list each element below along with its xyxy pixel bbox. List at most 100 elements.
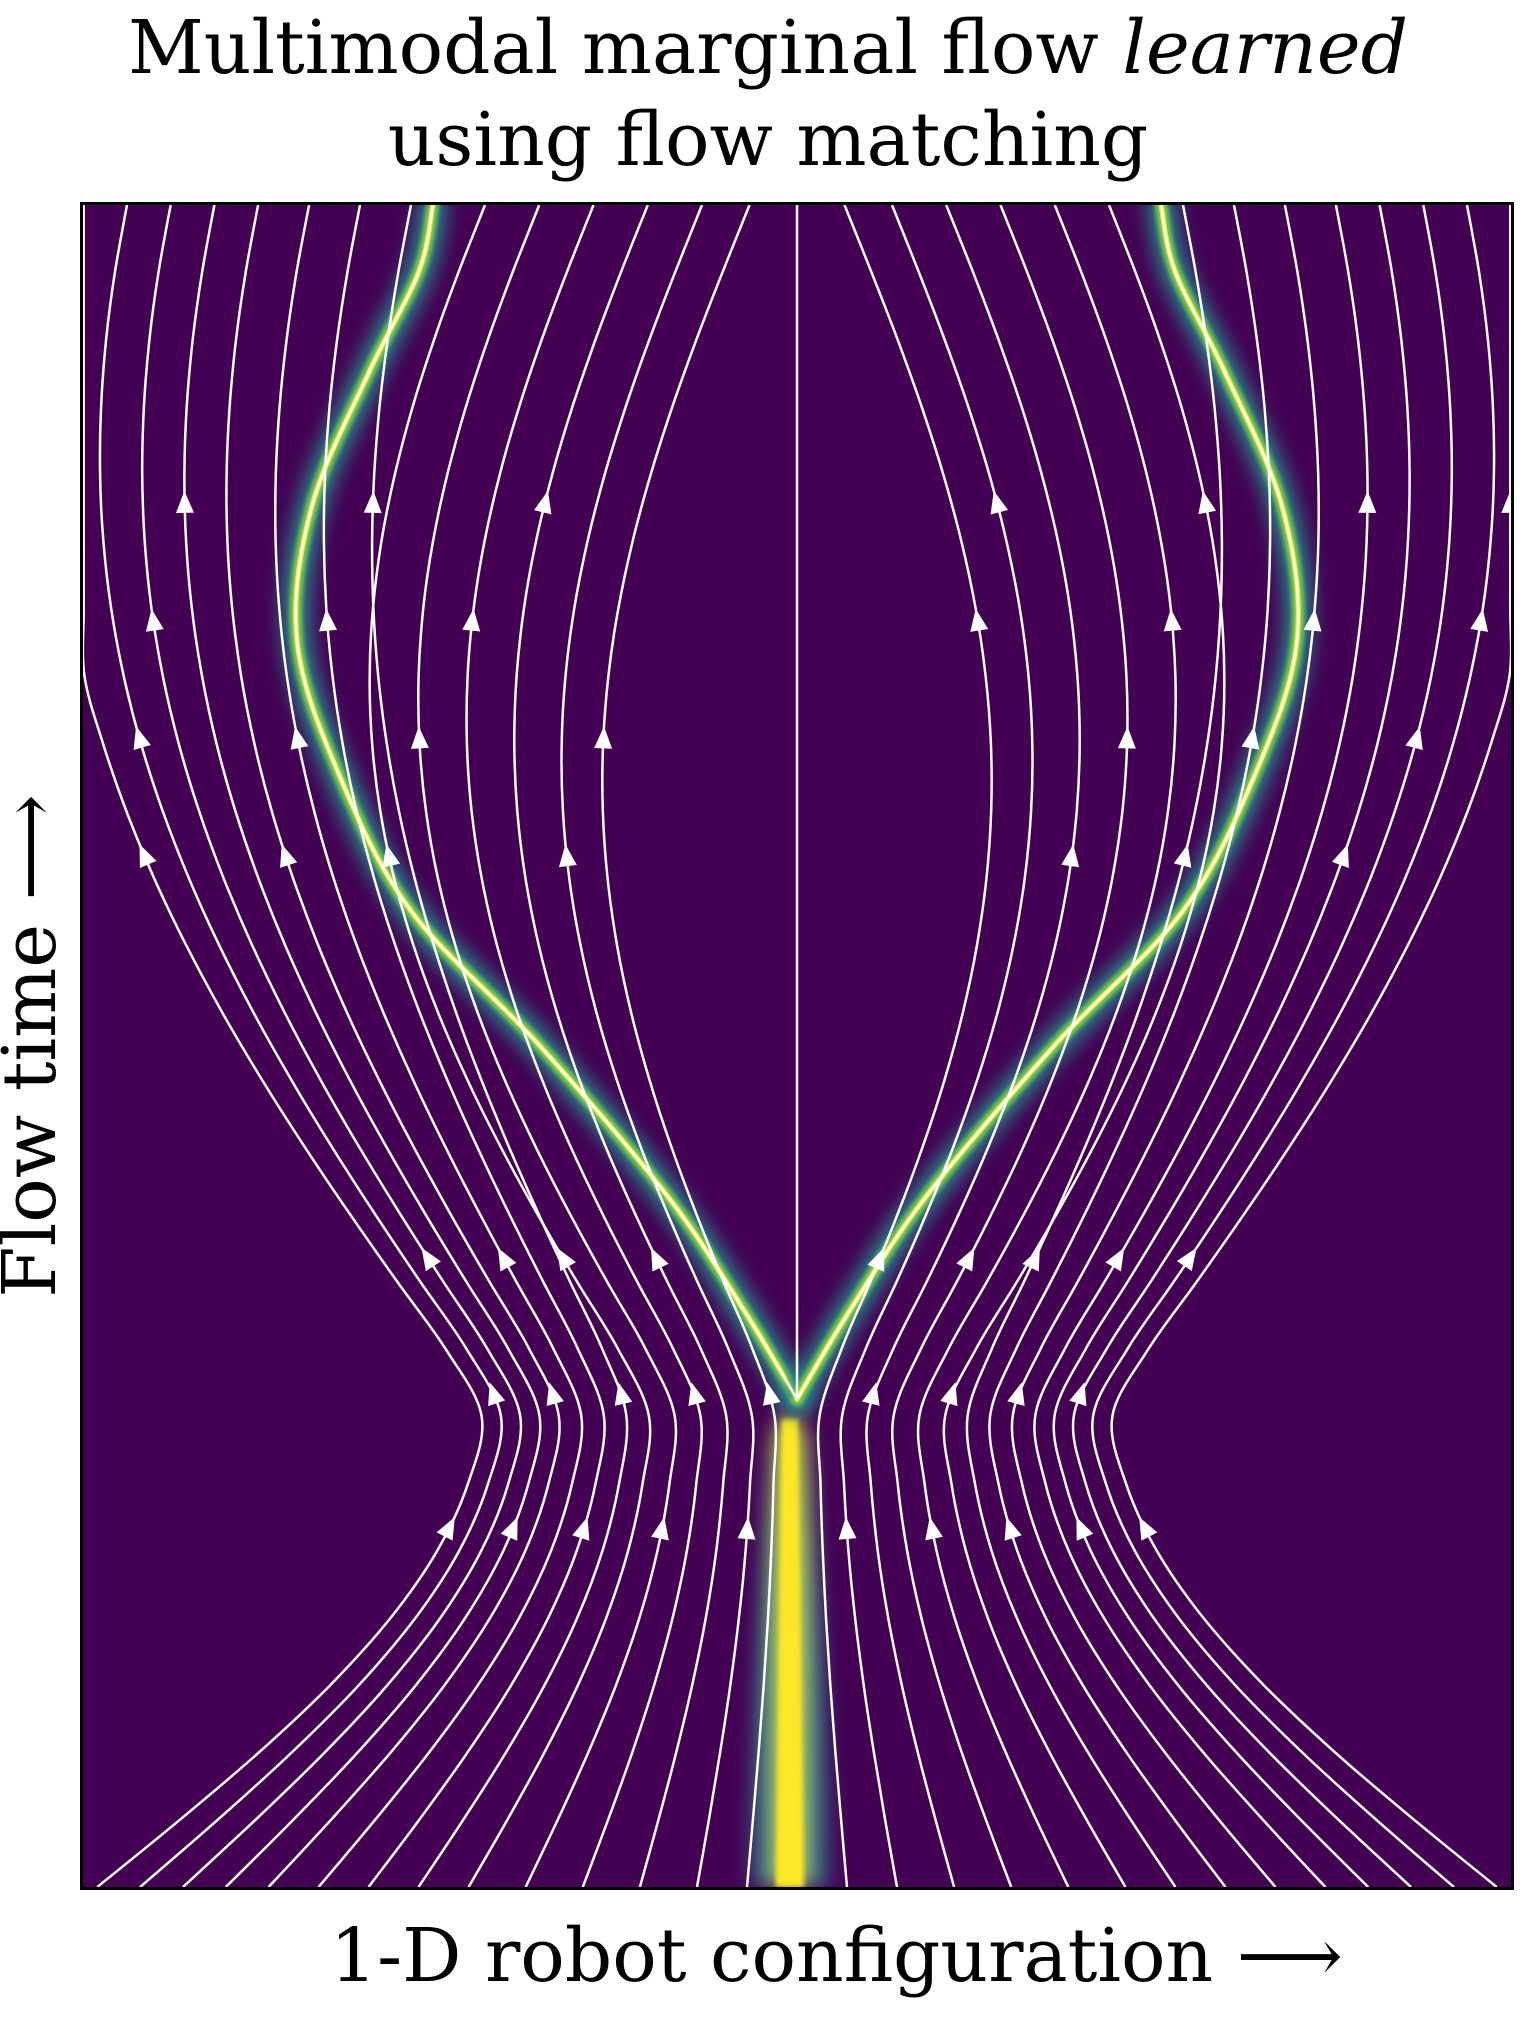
- y-axis-arrow: ⟶: [0, 794, 73, 900]
- streamline-arrow: [1004, 1517, 1022, 1541]
- streamline-arrow: [990, 490, 1009, 515]
- streamline-arrow: [838, 1517, 857, 1540]
- streamline-arrow: [436, 1517, 455, 1541]
- streamline-arrow: [572, 1517, 590, 1541]
- y-axis-label-text: Flow time: [0, 923, 73, 1298]
- streamline-arrow: [1173, 844, 1192, 868]
- streamline-arrow: [556, 1247, 576, 1272]
- streamline: [891, 205, 1129, 1887]
- streamline: [1052, 205, 1411, 1887]
- streamline-arrow: [133, 726, 151, 751]
- streamline-arrow: [462, 608, 481, 632]
- streamplot-svg: [83, 205, 1511, 1887]
- streamline-arrow: [558, 844, 577, 868]
- streamline: [417, 205, 678, 1887]
- streamline: [916, 205, 1177, 1887]
- streamline-arrow: [500, 1517, 518, 1541]
- streamline-arrow: [488, 1382, 506, 1407]
- streamline: [942, 205, 1226, 1887]
- streamline-arrow: [546, 1382, 564, 1407]
- streamline-arrow: [1022, 1247, 1040, 1272]
- streamline-arrow: [1069, 1382, 1087, 1407]
- y-axis-label: Flow time ⟶: [0, 794, 73, 1297]
- streamline-arrow: [737, 1517, 756, 1540]
- streamline-arrow: [1117, 726, 1136, 749]
- streamline-arrow: [1176, 1247, 1197, 1272]
- streamline: [140, 205, 523, 1887]
- streamline: [370, 205, 629, 1887]
- streamline-arrow: [145, 608, 164, 632]
- streamline-arrow: [363, 490, 382, 514]
- streamline-arrow: [1303, 608, 1322, 632]
- streamline: [1091, 205, 1496, 1887]
- streamline: [183, 205, 542, 1887]
- streamline-arrow: [614, 1382, 633, 1406]
- streamline-arrow: [139, 844, 157, 868]
- streamline-arrow: [175, 490, 194, 514]
- streamline-arrow: [651, 1517, 669, 1541]
- chart-title-prefix: Multimodal marginal flow: [127, 5, 1123, 91]
- chart-title-line-2: using flow matching: [387, 97, 1149, 183]
- streamline-arrow: [1139, 1517, 1158, 1541]
- streamline-arrow: [421, 1247, 441, 1272]
- streamline-arrow: [319, 608, 337, 632]
- streamline: [513, 205, 729, 1887]
- streamline: [1033, 205, 1369, 1887]
- density-trunk-core: [775, 1419, 804, 1887]
- chart-title-emphasis: learned: [1122, 5, 1409, 91]
- x-axis-label-text: 1-D robot configuration: [330, 1913, 1214, 1999]
- streamline: [98, 205, 503, 1887]
- streamline-arrow: [1163, 608, 1182, 632]
- streamline-arrow: [1061, 844, 1080, 868]
- right-mode-halo: [784, 205, 1312, 1413]
- x-axis-arrow: ⟶: [1236, 1913, 1343, 1999]
- streamline: [274, 205, 584, 1887]
- streamline: [865, 205, 1081, 1887]
- streamline-arrow: [925, 1517, 943, 1541]
- streamline: [1010, 205, 1320, 1887]
- streamline: [465, 205, 703, 1887]
- streamline-arrow: [867, 1247, 885, 1272]
- streamline-arrow: [862, 1382, 880, 1406]
- streamline-arrow: [382, 844, 401, 868]
- streamline-arrow: [1105, 1247, 1125, 1272]
- streamline-arrow: [1331, 844, 1349, 868]
- chart-title-line-1: Multimodal marginal flow learned: [0, 2, 1536, 94]
- x-axis-label: 1-D robot configuration ⟶: [330, 1914, 1343, 1998]
- streamline: [988, 205, 1272, 1887]
- streamline-arrow: [1076, 1517, 1094, 1541]
- streamline: [839, 205, 1034, 1887]
- streamline-arrow: [410, 726, 429, 749]
- streamline: [83, 205, 484, 1887]
- streamline-arrow: [1241, 726, 1260, 750]
- streamline-arrow: [594, 726, 613, 749]
- streamline-arrow: [1358, 490, 1377, 514]
- left-mode-streamline: [294, 205, 799, 1400]
- left-mode-halo: [282, 205, 810, 1413]
- streamline-arrow: [1470, 608, 1489, 632]
- plot-area: [80, 202, 1514, 1890]
- streamline-arrow: [956, 1247, 975, 1272]
- streamline-arrow: [1501, 490, 1511, 513]
- streamlines: [83, 205, 1511, 1887]
- streamline-arrow: [290, 726, 309, 750]
- streamline: [368, 205, 652, 1887]
- streamline-arrow: [280, 844, 298, 868]
- streamline: [965, 205, 1224, 1887]
- streamline-arrow: [970, 608, 989, 632]
- streamline-arrow: [762, 1382, 781, 1406]
- streamline: [1071, 205, 1454, 1887]
- chart-title: Multimodal marginal flow learned using f…: [0, 0, 1536, 186]
- streamline-arrow: [533, 490, 552, 515]
- streamline: [816, 205, 993, 1887]
- streamline: [601, 205, 778, 1887]
- streamline-arrow: [1405, 726, 1423, 750]
- streamline-arrow: [940, 1382, 958, 1407]
- streamline-arrow: [651, 1247, 669, 1272]
- streamline: [560, 205, 755, 1887]
- streamline-arrow: [1198, 490, 1217, 515]
- right-mode-streamline: [795, 205, 1300, 1400]
- streamline-arrow: [1007, 1382, 1025, 1406]
- streamline-arrow: [688, 1382, 706, 1406]
- streamline: [225, 205, 561, 1887]
